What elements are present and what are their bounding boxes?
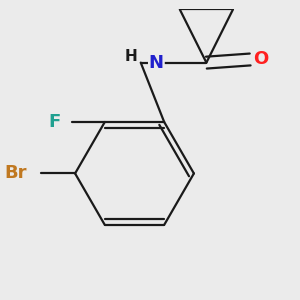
Text: N: N: [149, 54, 164, 72]
Text: F: F: [49, 113, 61, 131]
Text: H: H: [125, 49, 138, 64]
Text: O: O: [254, 50, 269, 68]
Text: Br: Br: [4, 164, 27, 182]
